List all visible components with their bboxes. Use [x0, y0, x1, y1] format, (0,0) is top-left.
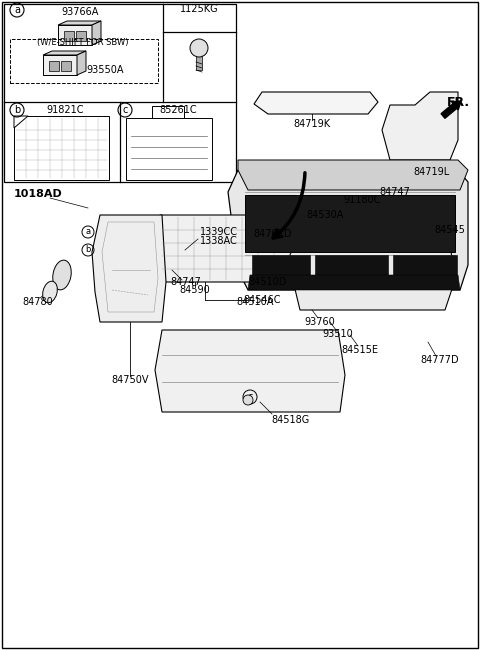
Polygon shape	[77, 51, 86, 75]
Ellipse shape	[53, 260, 71, 290]
Text: 93766A: 93766A	[61, 7, 99, 17]
Polygon shape	[43, 51, 86, 55]
Polygon shape	[288, 230, 455, 310]
Polygon shape	[245, 195, 455, 252]
Text: 85261C: 85261C	[159, 105, 197, 115]
Text: 93550A: 93550A	[86, 65, 124, 75]
Polygon shape	[58, 21, 101, 25]
Polygon shape	[14, 116, 28, 128]
Bar	[126, 118, 212, 180]
Text: 1125KG: 1125KG	[180, 4, 218, 14]
Text: 1018AD: 1018AD	[13, 189, 62, 199]
Text: 93510: 93510	[323, 329, 353, 339]
Bar	[4, 4, 236, 182]
Bar	[61, 61, 71, 71]
Text: b: b	[85, 246, 91, 255]
Text: 84777D: 84777D	[420, 355, 459, 365]
Text: a: a	[14, 5, 20, 15]
FancyArrow shape	[441, 101, 461, 118]
Text: 91180C: 91180C	[343, 195, 381, 205]
Text: b: b	[14, 105, 20, 115]
Circle shape	[190, 39, 208, 57]
Text: 84530A: 84530A	[306, 210, 344, 220]
Polygon shape	[252, 255, 310, 285]
Bar	[14, 116, 109, 180]
Text: (W/E-SHIFT FOR SBW): (W/E-SHIFT FOR SBW)	[37, 38, 129, 47]
Text: 84518G: 84518G	[271, 415, 309, 425]
Polygon shape	[254, 92, 378, 114]
Bar	[76, 31, 86, 41]
Polygon shape	[393, 255, 457, 285]
Polygon shape	[248, 275, 460, 290]
Bar	[64, 31, 74, 41]
Text: 84719K: 84719K	[293, 119, 331, 129]
Polygon shape	[315, 255, 388, 285]
Polygon shape	[150, 215, 305, 282]
Text: 84510A: 84510A	[236, 297, 274, 307]
Polygon shape	[238, 160, 468, 190]
Text: c: c	[247, 392, 252, 402]
FancyArrowPatch shape	[273, 173, 305, 238]
Text: 84747: 84747	[170, 277, 202, 287]
Text: FR.: FR.	[446, 96, 469, 109]
Text: 93760: 93760	[305, 317, 336, 327]
Text: 84719L: 84719L	[414, 167, 450, 177]
Text: 1339CC: 1339CC	[200, 227, 238, 237]
Text: 91821C: 91821C	[46, 105, 84, 115]
Text: 84545: 84545	[434, 225, 466, 235]
Text: 84546C: 84546C	[243, 295, 281, 305]
Polygon shape	[43, 55, 77, 75]
Polygon shape	[155, 330, 345, 412]
Text: 84750V: 84750V	[111, 375, 149, 385]
Text: 84510D: 84510D	[249, 277, 287, 287]
Text: 84780: 84780	[23, 297, 53, 307]
Polygon shape	[228, 170, 468, 290]
Text: 84590: 84590	[180, 285, 210, 295]
Text: 84747: 84747	[380, 187, 410, 197]
Text: c: c	[122, 105, 128, 115]
Text: 84515E: 84515E	[341, 345, 379, 355]
Bar	[196, 48, 202, 70]
Bar	[152, 106, 184, 118]
Bar	[49, 61, 59, 71]
Text: a: a	[85, 227, 91, 237]
Polygon shape	[382, 92, 458, 160]
Polygon shape	[92, 21, 101, 45]
Circle shape	[243, 395, 253, 405]
Text: 1338AC: 1338AC	[200, 236, 238, 246]
Ellipse shape	[43, 281, 57, 303]
Polygon shape	[58, 25, 92, 45]
Text: 84767D: 84767D	[253, 229, 291, 239]
Bar	[10, 39, 158, 83]
Polygon shape	[92, 215, 166, 322]
